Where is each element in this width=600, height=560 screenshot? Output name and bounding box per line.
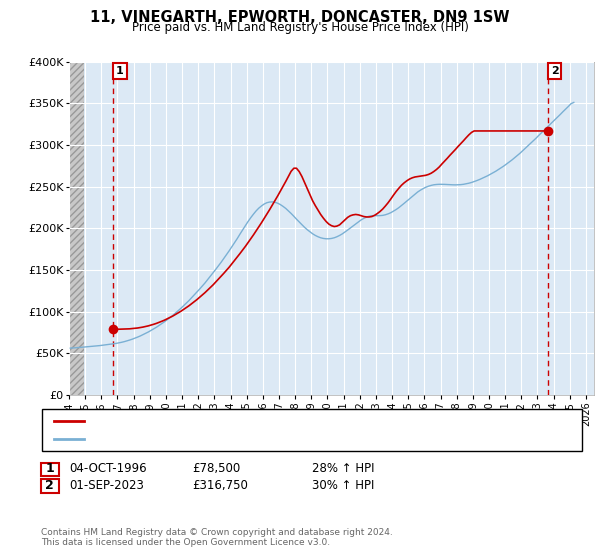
- Text: 2: 2: [46, 479, 54, 492]
- Bar: [69, 62, 83, 395]
- Text: 1: 1: [46, 462, 54, 475]
- Text: 28% ↑ HPI: 28% ↑ HPI: [312, 462, 374, 475]
- Text: 04-OCT-1996: 04-OCT-1996: [69, 462, 146, 475]
- Text: Contains HM Land Registry data © Crown copyright and database right 2024.
This d: Contains HM Land Registry data © Crown c…: [41, 528, 392, 547]
- Text: 01-SEP-2023: 01-SEP-2023: [69, 479, 144, 492]
- Text: 2: 2: [551, 66, 559, 76]
- Text: 1: 1: [116, 66, 124, 76]
- Text: HPI: Average price, detached house, North Lincolnshire: HPI: Average price, detached house, Nort…: [90, 434, 378, 444]
- Text: 11, VINEGARTH, EPWORTH, DONCASTER, DN9 1SW: 11, VINEGARTH, EPWORTH, DONCASTER, DN9 1…: [90, 10, 510, 25]
- Text: £316,750: £316,750: [192, 479, 248, 492]
- Text: 11, VINEGARTH, EPWORTH, DONCASTER, DN9 1SW (detached house): 11, VINEGARTH, EPWORTH, DONCASTER, DN9 1…: [90, 416, 451, 426]
- Text: Price paid vs. HM Land Registry's House Price Index (HPI): Price paid vs. HM Land Registry's House …: [131, 21, 469, 34]
- Text: 30% ↑ HPI: 30% ↑ HPI: [312, 479, 374, 492]
- Text: £78,500: £78,500: [192, 462, 240, 475]
